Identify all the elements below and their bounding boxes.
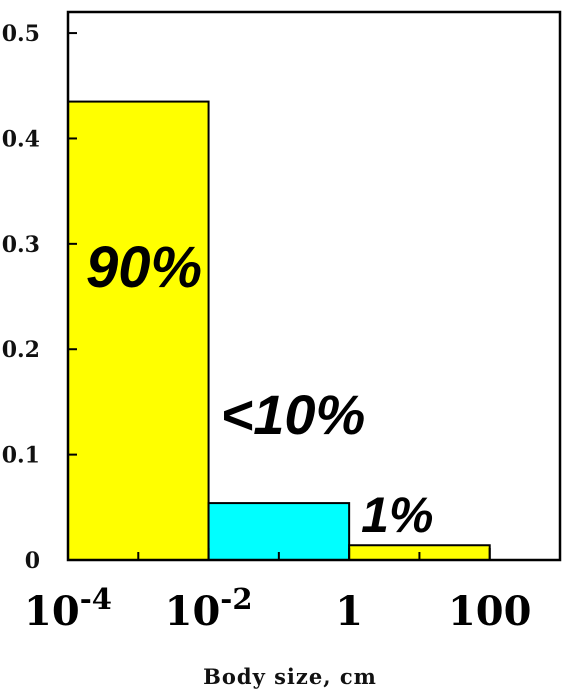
- bar-label-2: 1%: [361, 487, 433, 543]
- bar-1: [207, 502, 351, 562]
- annotations-group: 90% <10% 1%: [86, 235, 433, 543]
- y-tick-label-4: 0.4: [2, 126, 40, 152]
- y-tick-label-5: 0.5: [2, 21, 40, 47]
- x-axis-label: Body size, cm: [203, 664, 377, 689]
- plot-frame: [66, 10, 562, 562]
- y-tick-label-1: 0.1: [2, 443, 40, 469]
- bars-group: [67, 100, 491, 562]
- bar-label-0: 90%: [86, 235, 202, 300]
- y-tick-label-2: 0.2: [2, 337, 40, 363]
- x-tick-label-1: 10-2: [165, 582, 253, 635]
- y-tick-label-0: 0: [25, 548, 40, 574]
- y-tick-labels-group: 0 0.1 0.2 0.3 0.4 0.5: [2, 21, 40, 574]
- bar-0: [67, 100, 210, 561]
- x-tick-labels-group: 10-4 10-2 1 100: [24, 582, 531, 635]
- x-tick-label-2: 1: [335, 588, 363, 635]
- x-tick-label-0: 10-4: [24, 582, 112, 635]
- y-tick-label-3: 0.3: [2, 232, 40, 258]
- x-tick-label-3: 100: [448, 588, 532, 635]
- bar-label-1: <10%: [221, 383, 366, 446]
